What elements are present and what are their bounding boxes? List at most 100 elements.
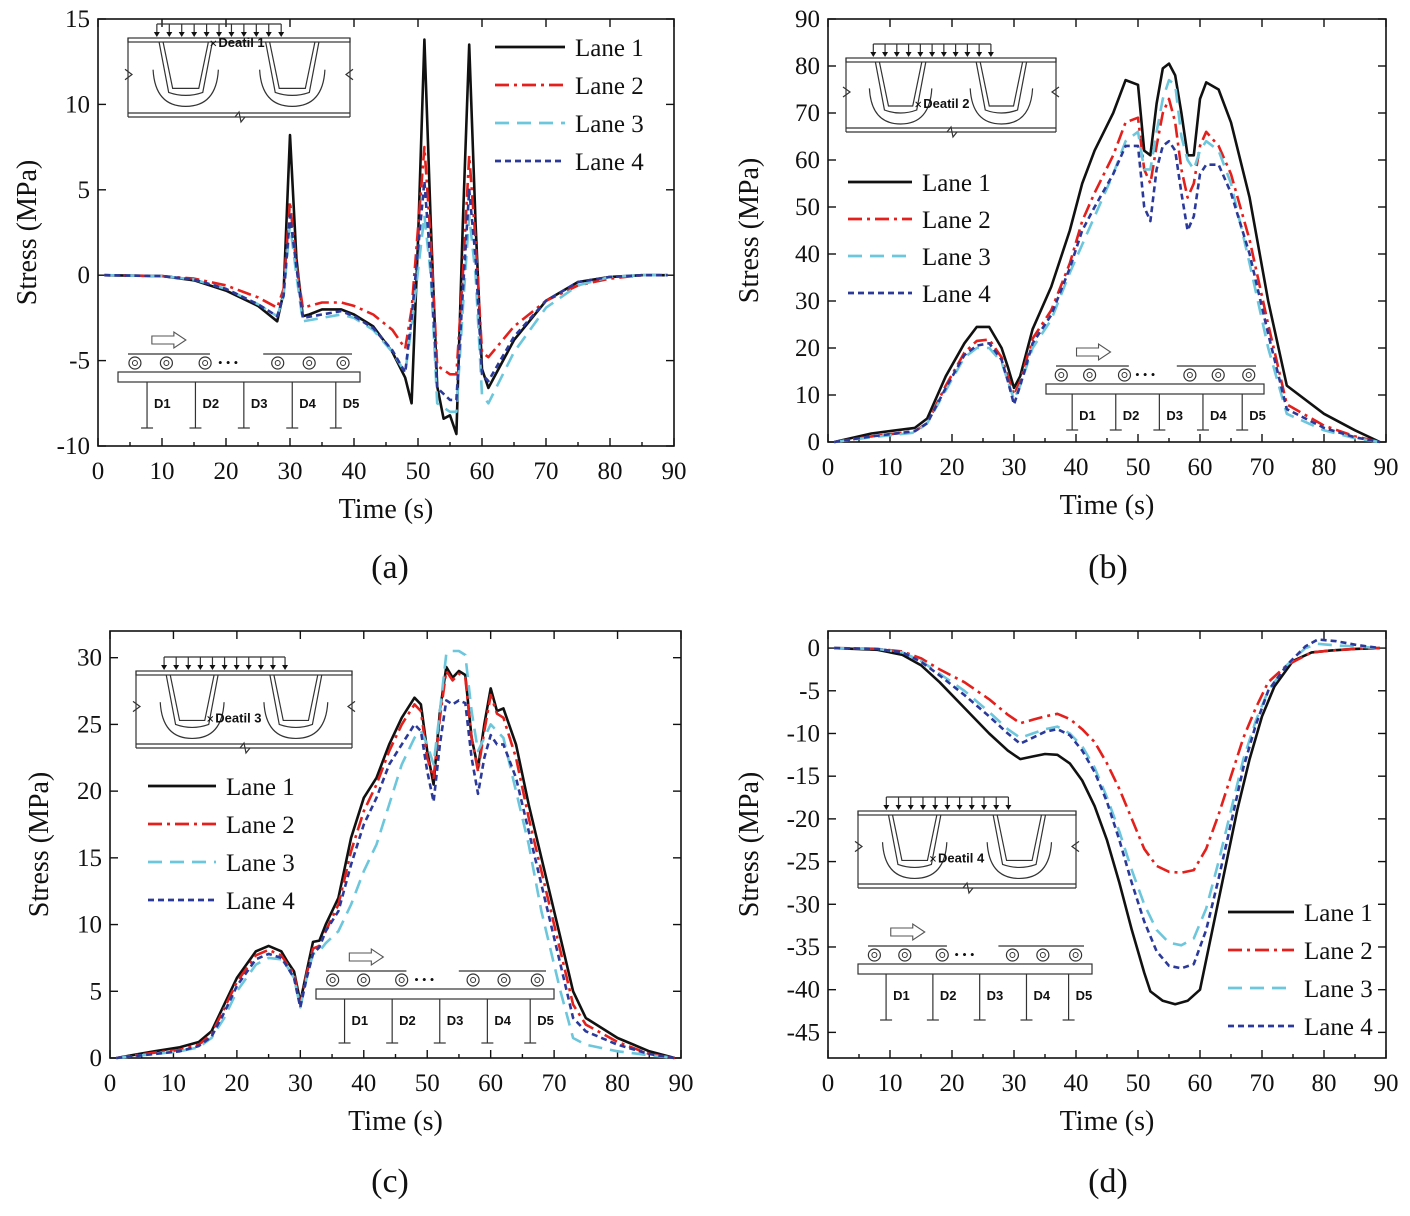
wheel-icon — [1082, 368, 1097, 382]
break-mark — [962, 881, 974, 895]
x-tick-label: 60 — [1188, 454, 1213, 481]
x-tick-label: 50 — [406, 458, 431, 485]
series-line-lane-1 — [833, 62, 1381, 444]
diaphragm-cutout — [152, 69, 219, 108]
girder-label: D4 — [1033, 988, 1050, 1003]
detail-marker-icon: × — [206, 712, 214, 727]
girder-layout-inset: • • • D1 D2 D3 D4 D5 — [315, 947, 555, 1044]
y-tick-label: 0 — [808, 635, 821, 662]
legend: Lane 1 Lane 2 Lane 3 Lane 4 — [495, 35, 644, 176]
legend-entry: Lane 1 — [226, 774, 295, 801]
legend-entry: Lane 4 — [575, 149, 644, 176]
wheel-hub-icon — [501, 977, 508, 983]
travel-direction-arrow-icon — [151, 330, 187, 350]
arrowhead-icon — [952, 52, 959, 57]
deck-beam — [315, 988, 555, 1000]
girder-layout-inset: • • • D1 D2 D3 D4 D5 — [857, 922, 1093, 1021]
break-mark — [124, 68, 133, 81]
diaphragm-cutout — [259, 69, 326, 108]
x-tick-label: 80 — [1312, 454, 1337, 481]
x-tick-label: 80 — [598, 458, 623, 485]
wheel-hub-icon — [1186, 372, 1193, 378]
plot-frame — [109, 630, 682, 1059]
break-mark — [854, 840, 864, 853]
arrowhead-icon — [185, 665, 192, 670]
wheel-hub-icon — [1215, 372, 1222, 378]
arrowhead-icon — [907, 805, 914, 810]
y-tick-label: 80 — [795, 53, 820, 80]
arrowhead-icon — [161, 665, 168, 670]
arrowhead-icon — [153, 32, 160, 37]
wheel-icon — [159, 356, 173, 370]
legend-entry: Lane 3 — [1304, 976, 1373, 1003]
legend-entry: Lane 1 — [922, 170, 991, 197]
y-tick-label: -20 — [787, 806, 820, 833]
wheel-icon — [1117, 368, 1132, 382]
arrowhead-icon — [882, 52, 889, 57]
girder-label: D1 — [893, 988, 910, 1003]
deck-beam — [1045, 383, 1265, 395]
arrowhead-icon — [257, 665, 264, 670]
series-line-lane-4 — [116, 699, 675, 1060]
y-tick-label: 0 — [90, 1045, 103, 1072]
arrowhead-icon — [929, 52, 936, 57]
x-tick-label: 30 — [1002, 454, 1027, 481]
arrowhead-icon — [917, 52, 924, 57]
x-tick-label: 0 — [92, 458, 105, 485]
y-tick-label: 0 — [78, 262, 91, 289]
x-tick-label: 90 — [662, 458, 687, 485]
u-rib — [975, 61, 1028, 114]
x-tick-label: 30 — [288, 1070, 313, 1097]
deck-beam — [857, 963, 1093, 975]
series-line-lane-3 — [834, 78, 1380, 444]
diaphragm-cutout — [969, 88, 1034, 125]
x-axis-title: Time (s) — [1060, 490, 1155, 521]
travel-direction-arrow-icon — [890, 922, 926, 942]
y-tick-label: -35 — [787, 934, 820, 961]
break-mark — [842, 86, 852, 98]
break-mark — [346, 700, 356, 713]
x-tick-label: 60 — [1188, 1070, 1213, 1097]
series-line-lane-4 — [104, 180, 668, 402]
u-rib-inner — [878, 61, 923, 107]
arrowhead-icon — [282, 665, 289, 670]
diaphragm-cutout — [868, 88, 933, 125]
ellipsis-icon: • • • — [1135, 367, 1155, 382]
detail-marker-icon: × — [209, 37, 217, 52]
wheel-icon — [1183, 368, 1197, 382]
arrowhead-icon — [940, 52, 947, 57]
wheel-icon — [302, 356, 316, 370]
girder-label: D1 — [154, 396, 171, 411]
travel-direction-arrow-icon — [348, 947, 385, 967]
wheel-icon — [128, 356, 142, 370]
x-tick-label: 30 — [1002, 1070, 1027, 1097]
break-mark — [132, 700, 142, 713]
y-tick-label: -10 — [57, 433, 90, 460]
x-tick-label: 90 — [1374, 454, 1399, 481]
wheel-hub-icon — [274, 360, 281, 366]
x-tick-label: 50 — [415, 1070, 440, 1097]
wheel-icon — [497, 973, 511, 987]
detail-label: Deatil 1 — [218, 35, 264, 50]
panel-label: (a) — [371, 549, 409, 586]
arrowhead-icon — [269, 665, 276, 670]
u-rib — [992, 814, 1047, 869]
legend: Lane 1 Lane 2 Lane 3 Lane 4 — [148, 774, 295, 915]
y-tick-label: 60 — [795, 147, 820, 174]
wheel-icon — [271, 356, 285, 370]
wheel-hub-icon — [202, 360, 209, 366]
wheel-hub-icon — [306, 360, 313, 366]
u-rib — [265, 41, 320, 96]
x-tick-label: 20 — [224, 1070, 249, 1097]
y-tick-label: 30 — [77, 645, 102, 672]
deck-beam — [117, 371, 361, 383]
girder-label: D4 — [299, 396, 316, 411]
deck-plate — [857, 810, 1077, 816]
series-line-lane-4 — [834, 139, 1381, 444]
arrowhead-icon — [178, 32, 185, 37]
y-tick-label: 10 — [795, 382, 820, 409]
wheel-icon — [898, 948, 912, 962]
series-line-lane-4 — [834, 638, 1380, 970]
girder-label: D3 — [251, 396, 268, 411]
